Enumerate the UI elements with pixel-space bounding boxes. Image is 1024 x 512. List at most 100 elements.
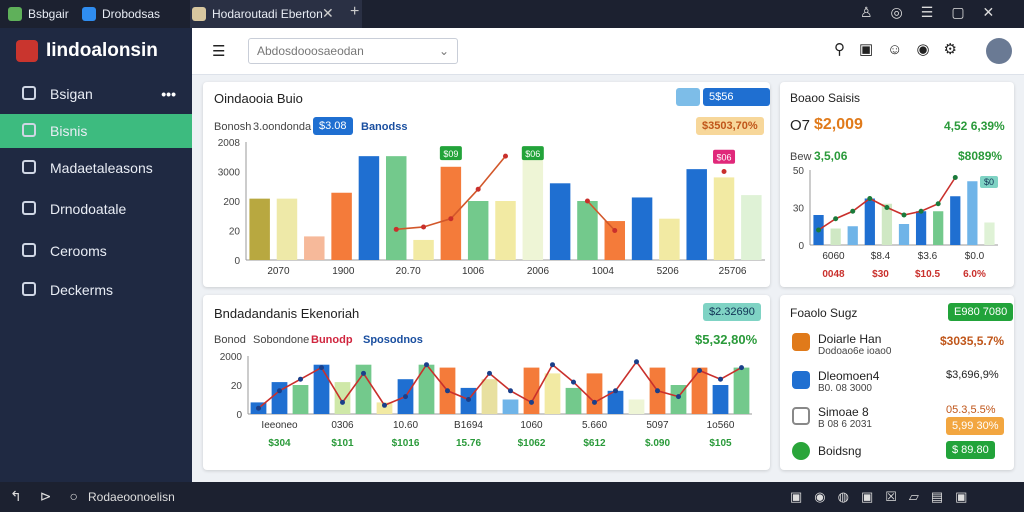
trend-point xyxy=(592,399,597,405)
x-value-label: $10.5 xyxy=(915,269,940,280)
y-tick-label: 20 xyxy=(229,227,241,238)
y-tick-label: 0 xyxy=(236,410,242,421)
legend-item: Banodss xyxy=(361,121,408,133)
bar xyxy=(830,228,841,245)
menu-button[interactable]: ☰ xyxy=(212,43,226,60)
taskbar-label: Rodaeoonoelisn xyxy=(88,490,175,504)
avatar[interactable] xyxy=(986,38,1012,64)
nav-item[interactable]: Deckerms xyxy=(0,273,192,307)
x-tick-label: 6060 xyxy=(822,251,845,262)
trend-point xyxy=(445,388,450,394)
y-tick-label: 200 xyxy=(223,197,240,208)
item-icon xyxy=(792,333,810,351)
panel-title: Foaolo Sugz xyxy=(790,306,858,320)
legend-item: Bonosh xyxy=(214,121,252,133)
x-tick-label: 10.60 xyxy=(393,420,418,431)
x-value-label: $304 xyxy=(268,438,291,449)
y-tick-label: 2000 xyxy=(220,352,243,363)
y-tick-label: 0 xyxy=(234,256,240,267)
legend-item: Bunodp xyxy=(311,334,353,346)
legend-item: Sobondone xyxy=(253,334,310,346)
bar xyxy=(984,222,995,245)
tag xyxy=(980,176,998,188)
bar xyxy=(549,183,571,260)
tab-bar: Bsbgair Drobodsas Hodaroutadi Eberton ✕ … xyxy=(0,0,1024,28)
taskbar-nav[interactable]: ↰⊳○ xyxy=(10,488,96,504)
trend-point xyxy=(550,362,555,368)
bar xyxy=(544,373,561,414)
y-tick-label: 3000 xyxy=(218,168,241,179)
close-tab[interactable]: ✕ xyxy=(322,5,334,21)
item-badge: $ 89.80 xyxy=(946,441,995,459)
tab[interactable]: Drobodsas xyxy=(80,4,160,24)
window-controls[interactable]: ♙◎☰▢✕ xyxy=(860,4,1013,20)
trend-point xyxy=(833,216,839,222)
nav-item[interactable]: Cerooms xyxy=(0,234,192,268)
bar xyxy=(292,385,309,414)
trend-point xyxy=(676,394,681,400)
x-tick-label: Ieeoneo xyxy=(261,420,298,431)
trend-point xyxy=(298,376,303,382)
x-value-label: 0048 xyxy=(822,269,845,280)
trend-point xyxy=(613,388,618,394)
tab-active[interactable]: Hodaroutadi Eberton xyxy=(190,0,362,28)
icon xyxy=(676,88,700,106)
nav-item[interactable]: Drnodoatale xyxy=(0,192,192,226)
bar xyxy=(522,156,544,260)
bar xyxy=(691,367,708,414)
item-name: Simoae 8 xyxy=(818,405,869,419)
bar xyxy=(741,195,762,260)
item-name: Dleomoen4 xyxy=(818,369,880,383)
nav-item[interactable]: Madaetaleasons xyxy=(0,151,192,185)
tray-icons[interactable]: ▣◉◍▣☒▱▤▣ xyxy=(790,489,980,504)
tag xyxy=(713,149,736,164)
bar xyxy=(565,387,582,414)
panel-title: Bndadandanis Ekenoriah xyxy=(214,306,360,321)
trend-point xyxy=(584,198,590,204)
item-icon xyxy=(792,371,810,389)
trend-point xyxy=(571,379,576,385)
bar xyxy=(385,156,407,260)
trend-point xyxy=(697,368,702,373)
bar xyxy=(440,166,462,260)
trend-point xyxy=(884,205,890,210)
bar xyxy=(334,382,351,414)
trend-point xyxy=(319,365,324,371)
x-tick-label: $0.0 xyxy=(965,251,985,262)
tag xyxy=(521,146,544,161)
sidebar: Iindoalonsin Bsigan ••• Bisnis Madaetalea… xyxy=(0,28,192,482)
new-tab[interactable]: + xyxy=(350,3,360,20)
change: 4,52 6,39% xyxy=(944,119,1005,133)
y-tick-label: 20 xyxy=(231,381,243,392)
toolbar-icons[interactable]: ⚲▣☺◉⚙ xyxy=(834,41,972,58)
item-sub: B0. 08 3000 xyxy=(818,383,872,394)
value: $5,32,80% xyxy=(695,332,758,347)
legend-badge: $3.08 xyxy=(313,117,353,135)
trend-point xyxy=(918,208,924,214)
bar xyxy=(481,379,498,414)
app-name: Iindoalonsin xyxy=(46,40,158,61)
value: $3503,70% xyxy=(696,117,764,135)
item-value: $3,696,9% xyxy=(946,369,999,381)
nav-item[interactable]: Bsigan ••• xyxy=(0,77,192,111)
item-name: Doiarle Han xyxy=(818,332,882,346)
x-value-label: 6.0% xyxy=(963,269,986,280)
bar xyxy=(847,226,858,245)
bar xyxy=(502,399,519,414)
prefix: O7 xyxy=(790,117,811,134)
search-box[interactable]: Abdosdooosaeodan ⌄ xyxy=(248,38,458,64)
trend-line xyxy=(257,360,742,409)
x-value-label: $1016 xyxy=(392,438,420,449)
tab[interactable]: Bsbgair xyxy=(6,4,69,24)
bar xyxy=(355,364,372,414)
legend-item: Bonod xyxy=(214,334,246,346)
x-tick-label: 1o560 xyxy=(707,420,735,431)
trend-point xyxy=(508,388,513,394)
tag-label: $06 xyxy=(525,149,540,159)
trend-point xyxy=(655,388,660,394)
item-badge: 5,99 30% xyxy=(946,417,1005,435)
item-value: $3035,5.7% xyxy=(940,334,1005,348)
nav-item[interactable]: Bisnis xyxy=(0,114,192,148)
x-tick-label: 25706 xyxy=(719,266,747,277)
